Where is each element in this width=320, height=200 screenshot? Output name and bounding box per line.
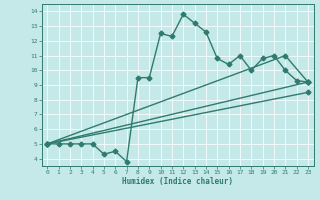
X-axis label: Humidex (Indice chaleur): Humidex (Indice chaleur) <box>122 177 233 186</box>
